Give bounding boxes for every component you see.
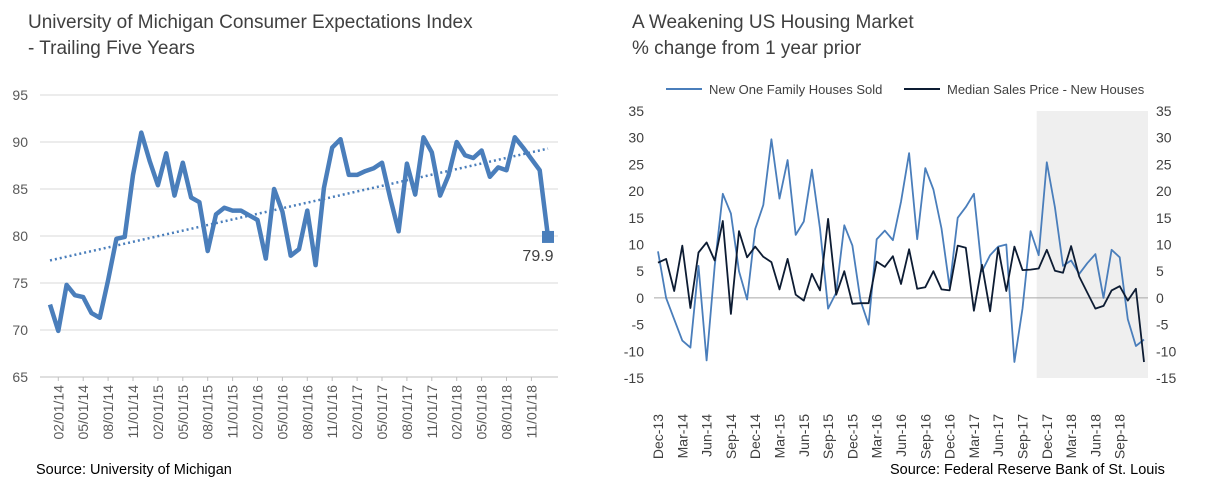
x-tick-label: 08/01/16 [299,385,315,440]
x-tick-label: 11/01/18 [523,385,539,439]
x-tick-label: 05/01/14 [75,385,91,440]
trendline [49,147,549,262]
right-chart-title-line2: % change from 1 year prior [632,38,862,59]
y-tick-label-left: 20 [628,183,644,199]
x-tick-label: Jun-17 [990,414,1006,457]
x-tick-label: Sep-14 [723,414,739,459]
right-chart-title-line1: A Weakening US Housing Market [632,12,914,33]
left-chart-source: Source: University of Michigan [36,462,232,478]
y-tick-label-right: 5 [1156,263,1164,279]
houses-sold-line [657,138,1145,363]
right-chart-title: A Weakening US Housing Market % change f… [632,10,914,62]
y-tick-label-left: 25 [628,156,644,172]
x-tick-label: 11/01/17 [424,385,440,439]
x-tick-label: Mar-18 [1063,414,1079,459]
x-tick-label: Dec-13 [650,414,666,459]
left-chart-title-line2: - Trailing Five Years [28,38,195,59]
y-tick-label-left: 35 [628,103,644,119]
y-tick-label-left: 30 [628,130,644,146]
x-tick-label: Mar-15 [772,414,788,459]
y-tick-label-left: -10 [624,343,644,359]
x-tick-label: 08/01/17 [399,385,415,440]
expectations-index-line [47,130,551,334]
y-tick-label-left: 0 [636,290,644,306]
x-tick-label: 11/01/15 [225,385,241,439]
x-tick-label: Sep-17 [1015,414,1031,459]
y-tick-label-left: -5 [632,317,645,333]
y-tick-label-left: 15 [628,210,644,226]
x-tick-label: 02/01/17 [349,385,365,440]
y-tick-label: 85 [12,181,28,197]
x-tick-label: Jun-14 [699,414,715,457]
y-tick-label-left: -15 [624,370,644,386]
left-chart-panel: University of Michigan Consumer Expectat… [0,0,600,494]
x-tick-label: 05/01/18 [474,385,490,440]
x-tick-label: Dec-15 [844,414,860,459]
consumer-expectations-chart: 65 70 75 80 85 90 95 02/01/14 05/01/14 08/01/14 11… [12,87,558,440]
x-tick-label: Dec-14 [747,414,763,459]
x-tick-label: Mar-17 [966,414,982,459]
x-tick-label: 05/01/15 [175,385,191,440]
legend-label-median-price: Median Sales Price - New Houses [947,82,1145,97]
x-tick-label: 08/01/14 [100,385,116,440]
x-tick-label: Dec-17 [1039,414,1055,459]
y-tick-label: 90 [12,134,28,150]
y-tick-label-right: -10 [1156,343,1176,359]
y-tick-label-left: 10 [628,237,644,253]
x-tick-label: 02/01/16 [250,385,266,440]
y-tick-label-right: 10 [1156,237,1172,253]
x-tick-label: Dec-16 [942,414,958,459]
last-value-marker [542,230,554,243]
x-tick-label: 08/01/18 [499,385,515,440]
y-tick-label: 80 [12,228,28,244]
x-tick-label: 11/01/14 [125,385,141,439]
y-tick-label: 75 [12,275,28,291]
y-tick-label-left: 5 [636,263,644,279]
median-price-line [657,217,1145,363]
y-tick-label-right: 15 [1156,210,1172,226]
left-chart-title: University of Michigan Consumer Expectat… [28,10,473,62]
x-tick-label: Jun-15 [796,414,812,457]
y-tick-label-right: 30 [1156,130,1172,146]
x-tick-label: Sep-18 [1112,414,1128,459]
left-chart-title-line1: University of Michigan Consumer Expectat… [28,12,473,33]
x-tick-label: Jun-18 [1087,414,1103,457]
y-tick-label-right: 35 [1156,103,1172,119]
right-chart-source: Source: Federal Reserve Bank of St. Loui… [890,462,1165,478]
y-tick-label-right: 20 [1156,183,1172,199]
x-tick-label: 08/01/15 [200,385,216,440]
y-tick-label-right: -15 [1156,370,1176,386]
x-tick-label: 05/01/16 [274,385,290,440]
x-tick-label: Sep-15 [820,414,836,459]
x-tick-label: 02/01/15 [150,385,166,440]
y-tick-label: 70 [12,322,28,338]
x-tick-label: Mar-16 [869,414,885,459]
x-tick-label: Sep-16 [917,414,933,459]
x-tick-label: 05/01/17 [374,385,390,440]
y-tick-label: 95 [12,87,28,103]
right-chart-panel: A Weakening US Housing Market % change f… [608,0,1216,494]
shaded-recent-period [1036,111,1148,378]
housing-market-chart: -15 -15 -10 -10 -5 -5 0 0 5 5 10 10 15 15 20 20 25 25 30 30… [624,82,1177,459]
x-tick-label: 02/01/14 [50,385,66,440]
y-tick-label: 65 [12,369,28,385]
x-tick-label: 02/01/18 [449,385,465,440]
x-tick-label: 11/01/16 [324,385,340,439]
y-tick-label-right: 0 [1156,290,1164,306]
x-tick-label: Jun-16 [893,414,909,457]
x-tick-label: Mar-14 [674,414,690,459]
y-tick-label-right: 25 [1156,156,1172,172]
last-value-label: 79.9 [522,248,553,265]
y-tick-label-right: -5 [1156,317,1169,333]
legend-label-houses-sold: New One Family Houses Sold [709,82,882,97]
